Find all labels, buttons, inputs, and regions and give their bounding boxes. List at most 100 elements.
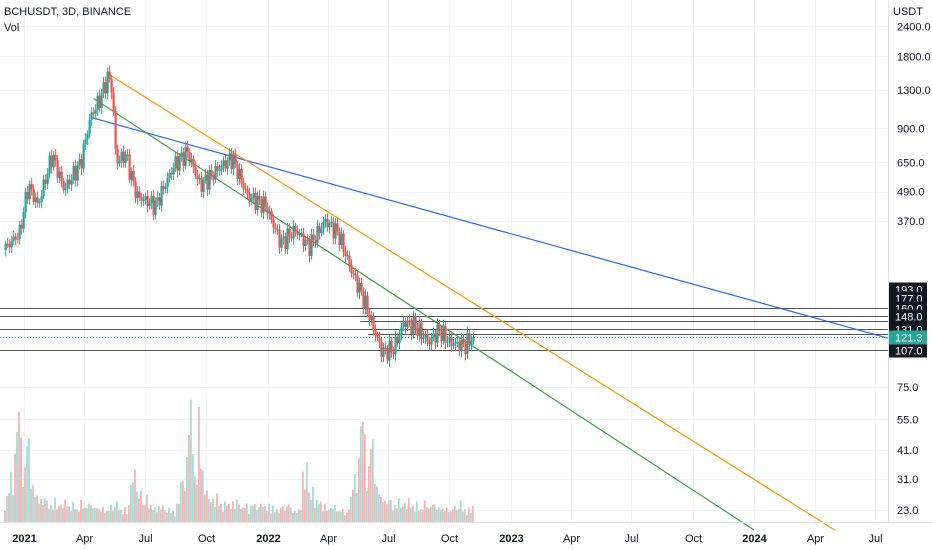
volume-bar [112, 510, 114, 522]
volume-bar [403, 502, 406, 522]
volume-bar [303, 489, 306, 522]
volume-bar [349, 496, 352, 522]
candle-body [252, 193, 255, 198]
candle-body [382, 347, 385, 357]
volume-bar [359, 426, 362, 522]
volume-bar [337, 511, 340, 522]
volume-bar [441, 509, 444, 522]
volume-bar [114, 507, 116, 522]
candle-body [180, 152, 183, 157]
candle-body [406, 320, 409, 328]
candle-body [242, 182, 245, 189]
candle-body [424, 335, 427, 338]
candle-body [456, 341, 459, 343]
volume-bar [341, 509, 344, 522]
volume-bar [48, 508, 50, 522]
volume-bar [188, 435, 190, 522]
time-axis-label: Apr [563, 533, 580, 545]
time-axis[interactable]: 2021 Apr Jul Oct 2022 Apr Jul Oct 2023 Apr Jul Oct 2… [12, 533, 882, 545]
volume-bar [116, 501, 118, 522]
candle-body [264, 196, 267, 208]
candle-body [320, 228, 323, 234]
candle-body [98, 95, 101, 108]
volume-bar [355, 492, 358, 522]
candle-body [116, 149, 119, 164]
volume-bar [120, 509, 122, 522]
volume-bar [268, 503, 270, 522]
candle-body [454, 341, 457, 345]
candle-body [470, 341, 473, 346]
candle-body [58, 171, 61, 178]
volume-bar [144, 505, 146, 522]
candle-body [278, 229, 281, 248]
symbol-title[interactable]: BCHUSDT, 3D, BINANCE [4, 6, 132, 18]
volume-bar [467, 507, 470, 522]
candle-body [448, 336, 451, 342]
price-axis-tick: 650.0 [897, 157, 925, 169]
time-axis-label: 2023 [499, 533, 523, 545]
time-axis-label: Apr [807, 533, 824, 545]
candle-body [8, 243, 11, 248]
candle-body [124, 154, 127, 163]
volume-bar [180, 482, 182, 522]
candle-body [440, 330, 443, 341]
candle-body [214, 166, 217, 180]
candle-body [206, 174, 209, 190]
price-axis-tick: 75.0 [897, 382, 918, 394]
price-axis[interactable]: 2400.0 1800.0 1300.0 900.0 650.0 490.0 370.0 75… [889, 21, 931, 517]
price-axis-unit: USDT [893, 6, 923, 18]
candle-body [288, 228, 291, 237]
volume-bar [357, 458, 360, 522]
volume-bar [283, 510, 286, 522]
candle-body [238, 169, 241, 179]
green-trendline [93, 97, 755, 531]
candle-body [262, 196, 265, 213]
volume-bar [24, 467, 26, 522]
candle-body [192, 158, 195, 168]
price-axis-tick: 2400.0 [897, 21, 931, 33]
volume-bar [248, 513, 250, 522]
candle-body [50, 155, 53, 168]
volume-bar [293, 510, 296, 522]
volume-bar [313, 508, 316, 522]
volume-bar [178, 503, 180, 522]
candle-body [296, 231, 299, 235]
candle-body [340, 233, 343, 245]
volume-bar [18, 411, 20, 522]
volume-bar [353, 473, 356, 522]
candle-body [194, 167, 197, 176]
candle-body [402, 322, 405, 327]
candle-body [80, 158, 83, 169]
volume-bar [365, 490, 368, 522]
candle-body [188, 152, 191, 162]
candle-body [286, 228, 289, 250]
candle-body [302, 233, 305, 247]
volume-bar [455, 510, 458, 522]
volume-bar [291, 512, 294, 522]
volume-bar [415, 501, 418, 522]
candle-body [94, 109, 97, 114]
volume-bar [345, 512, 348, 522]
volume-bar [100, 511, 102, 522]
candle-body [66, 179, 69, 189]
volume-bar [98, 509, 100, 522]
volume-bar [405, 509, 408, 522]
volume-bar [206, 490, 208, 522]
candle-body [364, 295, 367, 309]
candle-body [14, 236, 17, 239]
candle-body [390, 341, 393, 353]
candle-body [270, 211, 273, 220]
price-axis-tick: 41.0 [897, 445, 918, 457]
volume-indicator-label[interactable]: Vol [4, 22, 20, 34]
trendlines[interactable] [90, 74, 889, 531]
candle-body [174, 156, 177, 169]
volume-bar [271, 505, 274, 522]
price-axis-tick: 31.0 [897, 474, 918, 486]
candle-body [298, 233, 301, 235]
volume-bar [212, 498, 214, 522]
time-axis-label: 2021 [12, 533, 36, 545]
level-price-label: 107.0 [895, 346, 923, 358]
candle-body [422, 337, 425, 339]
candle-body [408, 320, 411, 322]
